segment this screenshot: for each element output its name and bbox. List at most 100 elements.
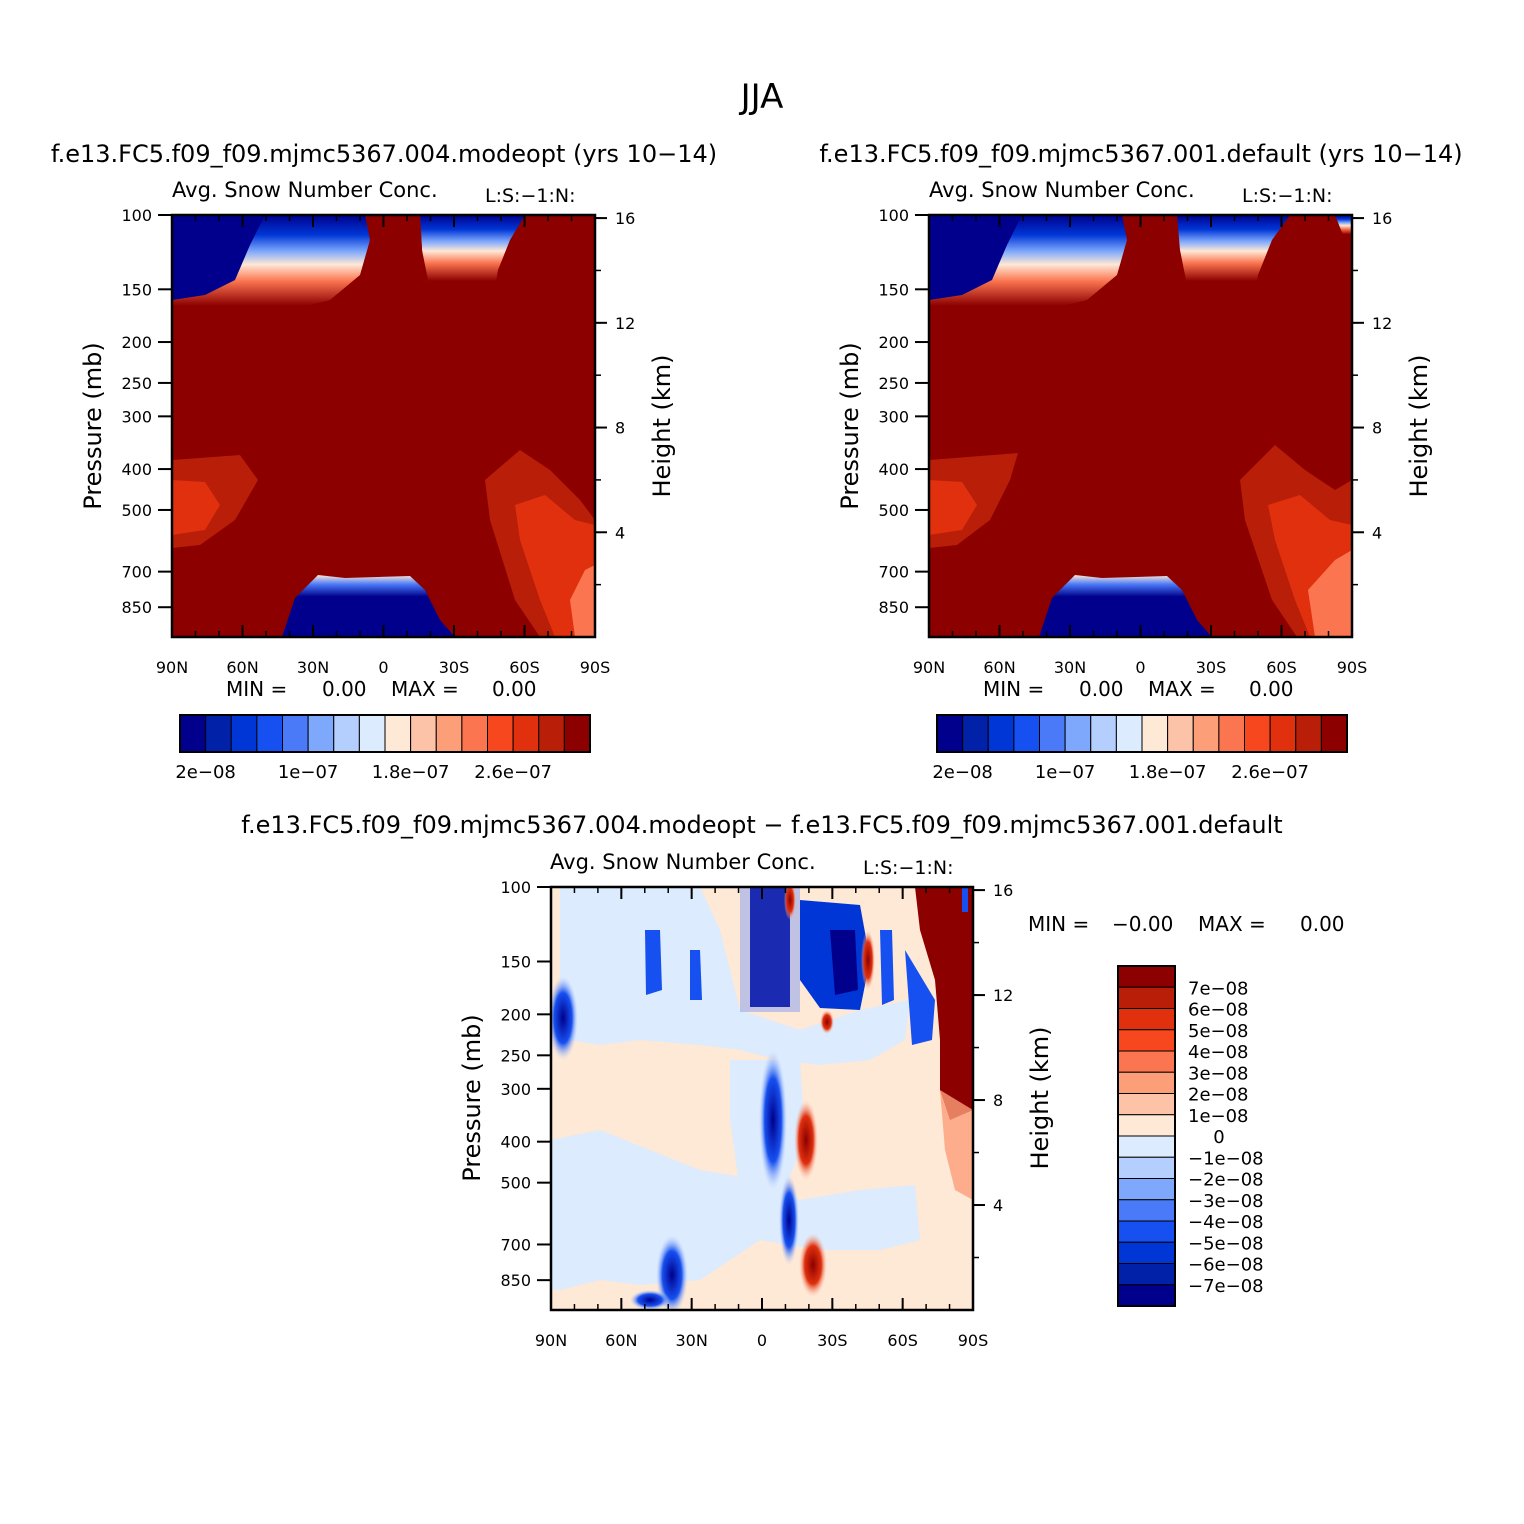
pos-blob-low [799, 1233, 827, 1297]
colorbar-swatch [1117, 1093, 1176, 1116]
y-tick-label: 500 [500, 1174, 531, 1193]
pos-blob-mid [794, 1100, 818, 1180]
colorbar-swatch [962, 714, 989, 753]
colorbar-label: 1.8e−07 [1129, 762, 1207, 783]
colorbar-swatch [333, 714, 360, 753]
x-tick-label: 90N [535, 1331, 567, 1350]
colorbar-label: 4e−08 [1188, 1042, 1249, 1063]
colorbar-swatch [1117, 965, 1176, 988]
y2-tick-label: 16 [1372, 209, 1392, 228]
x-tick-label: 30N [297, 658, 329, 677]
x-tick-label: 90S [958, 1331, 989, 1350]
neg-blob-low [779, 1175, 799, 1265]
y-tick-label: 850 [121, 598, 152, 617]
colorbar-label: 7e−08 [1188, 978, 1249, 999]
y-axis-right: 16 12 8 4 [1352, 209, 1392, 586]
colorbar-swatch [1117, 1178, 1176, 1201]
upper-blue-south [1177, 215, 1290, 335]
y-tick-label: 300 [121, 407, 152, 426]
colorbar-swatch [1117, 986, 1176, 1009]
colorbar-label: 6e−08 [1188, 1000, 1249, 1021]
y-tick-label: 850 [500, 1271, 531, 1290]
x-tick-label: 30S [1196, 658, 1227, 677]
colorbar-frame [1117, 965, 1176, 1307]
neg-blob-left [551, 976, 578, 1060]
y-tick-label: 500 [121, 501, 152, 520]
y-axis-left: 100 150 200 250 300 400 500 700 850 [121, 206, 172, 617]
figure-title: JJA [739, 77, 784, 117]
colorbar: 2e−08 1e−07 1.8e−07 2.6e−07 [175, 714, 591, 783]
pos-blob-upper-a [784, 887, 796, 920]
x-tick-label: 90N [156, 658, 188, 677]
colorbar-swatch [358, 714, 386, 753]
colorbar-label: 2.6e−07 [1231, 762, 1309, 783]
x-tick-label: 60N [983, 658, 1015, 677]
x-tick-label: 90N [913, 658, 945, 677]
subtitle-right: L:S:−1:N: [485, 185, 575, 207]
x-tick-label: 0 [1135, 658, 1145, 677]
y-label-right: Height (km) [1026, 1027, 1054, 1170]
y2-tick-label: 12 [615, 314, 635, 333]
y-tick-label: 150 [121, 280, 152, 299]
case-title: f.e13.FC5.f09_f09.mjmc5367.004.modeopt (… [51, 140, 717, 168]
min-label: MIN = [226, 677, 287, 701]
y2-tick-label: 16 [615, 209, 635, 228]
upper-blue-south [420, 215, 525, 335]
x-tick-label: 0 [378, 658, 388, 677]
y-tick-label: 250 [121, 374, 152, 393]
colorbar-swatch [1039, 714, 1066, 753]
colorbar-swatch [1192, 714, 1220, 753]
colorbar-swatch [1117, 1156, 1176, 1179]
y-label: Pressure (mb) [458, 1014, 486, 1181]
colorbar-label: −1e−08 [1188, 1148, 1264, 1169]
y-tick-label: 150 [878, 280, 909, 299]
y2-tick-label: 12 [1372, 314, 1392, 333]
case-title: f.e13.FC5.f09_f09.mjmc5367.004.modeopt −… [241, 811, 1282, 839]
y-tick-label: 700 [878, 563, 909, 582]
max-label: MAX = [391, 677, 459, 701]
x-tick-label: 60S [509, 658, 540, 677]
subtitle-right: L:S:−1:N: [1242, 185, 1332, 207]
colorbar-label: −5e−08 [1188, 1233, 1264, 1254]
tropical-upper-dark [370, 215, 425, 300]
y2-tick-label: 8 [615, 419, 625, 438]
colorbar-swatch [987, 714, 1015, 753]
max-label: MAX = [1148, 677, 1216, 701]
colorbar-swatch [1117, 1263, 1176, 1286]
y-label: Pressure (mb) [836, 342, 864, 509]
y-axis-left: 100 150 200 250 300 400 500 700 850 [500, 878, 551, 1290]
colorbar-label: 1e−07 [1035, 762, 1096, 783]
y-tick-label: 300 [500, 1080, 531, 1099]
neg-upper-cluster-dark [830, 930, 858, 995]
colorbar-swatch [179, 714, 207, 753]
colorbar-swatch [1244, 714, 1271, 753]
colorbar-swatch [538, 714, 565, 753]
neg-upper-core [750, 887, 790, 1007]
plot-area [549, 885, 975, 1312]
colorbar-swatch [1117, 1284, 1176, 1307]
x-tick-label: 30N [676, 1331, 708, 1350]
min-value: 0.00 [322, 677, 367, 701]
y-axis-left: 100 150 200 250 300 400 500 700 850 [878, 206, 929, 617]
colorbar-swatch [461, 714, 488, 753]
y2-tick-label: 8 [1372, 419, 1382, 438]
y-tick-label: 850 [878, 598, 909, 617]
colorbar-swatch [1295, 714, 1322, 753]
y-tick-label: 300 [878, 407, 909, 426]
colorbar-label: −2e−08 [1188, 1170, 1264, 1191]
max-value: 0.00 [1249, 677, 1294, 701]
plot-area [170, 213, 597, 639]
y2-tick-label: 4 [993, 1196, 1003, 1215]
colorbar-swatch [1013, 714, 1040, 753]
x-tick-label: 60S [1266, 658, 1297, 677]
colorbar-swatch [1167, 714, 1194, 753]
max-value: 0.00 [1300, 912, 1345, 936]
case-title: f.e13.FC5.f09_f09.mjmc5367.001.default (… [819, 140, 1462, 168]
colorbar-label: −6e−08 [1188, 1255, 1264, 1276]
neg-light-band-lower [551, 1130, 920, 1290]
y-tick-label: 100 [121, 206, 152, 225]
colorbar-label: 0 [1213, 1127, 1224, 1148]
colorbar-swatch [1320, 714, 1348, 753]
min-label: MIN = [983, 677, 1044, 701]
